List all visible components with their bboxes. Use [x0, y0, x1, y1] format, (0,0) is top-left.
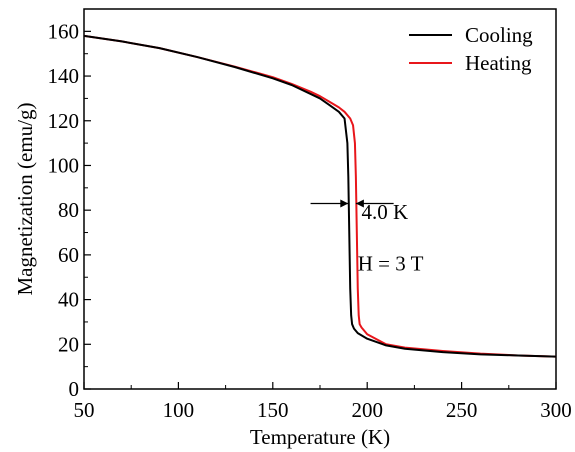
y-tick-label: 160: [48, 19, 80, 43]
y-tick-label: 0: [69, 377, 80, 401]
x-axis-label: Temperature (K): [250, 425, 390, 449]
y-tick-label: 80: [58, 198, 79, 222]
y-axis-label: Magnetization (emu/g): [13, 102, 37, 295]
y-tick-label: 120: [48, 109, 80, 133]
width-arrowhead-left: [340, 199, 349, 208]
x-tick-label: 300: [540, 398, 572, 422]
series-layer: [84, 34, 556, 358]
width-arrowhead-right: [355, 199, 364, 208]
x-tick-label: 200: [351, 398, 383, 422]
y-tick-label: 20: [58, 332, 79, 356]
x-tick-label: 150: [257, 398, 289, 422]
x-tick-label: 100: [163, 398, 195, 422]
annotation-text: 4.0 K: [362, 200, 409, 224]
series-line-heating: [84, 34, 556, 358]
legend: Cooling Heating: [409, 23, 533, 75]
legend-label-cooling: Cooling: [465, 23, 533, 47]
x-axis-ticks: 50 100 150 200 250 300: [74, 382, 572, 422]
legend-label-heating: Heating: [465, 51, 532, 75]
x-tick-label: 50: [74, 398, 95, 422]
y-tick-label: 40: [58, 288, 79, 312]
series-line-cooling: [84, 34, 556, 358]
y-tick-label: 100: [48, 153, 80, 177]
y-tick-label: 60: [58, 243, 79, 267]
annotation-text: H = 3 T: [358, 252, 424, 276]
y-tick-label: 140: [48, 64, 80, 88]
annotation-layer: 4.0 K H = 3 T: [310, 199, 424, 276]
x-tick-label: 250: [446, 398, 478, 422]
y-axis-ticks: 0 20 40 60 80 100 120 140 160: [48, 19, 91, 401]
